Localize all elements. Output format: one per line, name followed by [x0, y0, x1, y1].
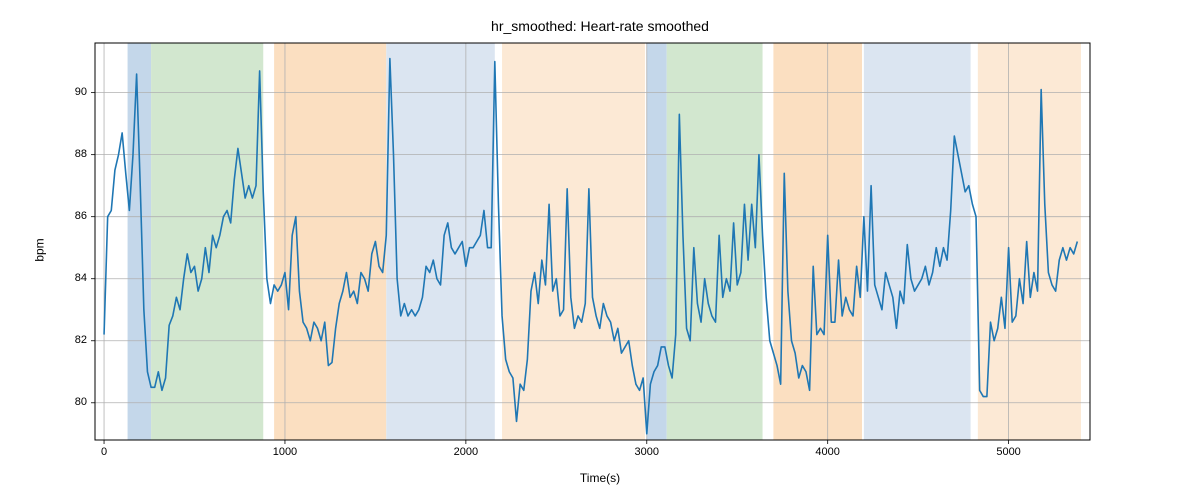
plot-area [0, 0, 1200, 500]
y-tick-label: 90 [75, 86, 87, 98]
x-tick-label: 0 [84, 446, 124, 458]
x-tick-label: 3000 [627, 446, 667, 458]
x-tick-label: 4000 [808, 446, 848, 458]
x-tick-label: 5000 [989, 446, 1029, 458]
y-tick-label: 88 [75, 148, 87, 160]
y-tick-label: 80 [75, 396, 87, 408]
y-tick-label: 84 [75, 272, 87, 284]
chart-figure: hr_smoothed: Heart-rate smoothed Time(s)… [0, 0, 1200, 500]
y-tick-label: 82 [75, 334, 87, 346]
x-tick-label: 2000 [446, 446, 486, 458]
x-tick-label: 1000 [265, 446, 305, 458]
y-tick-label: 86 [75, 210, 87, 222]
